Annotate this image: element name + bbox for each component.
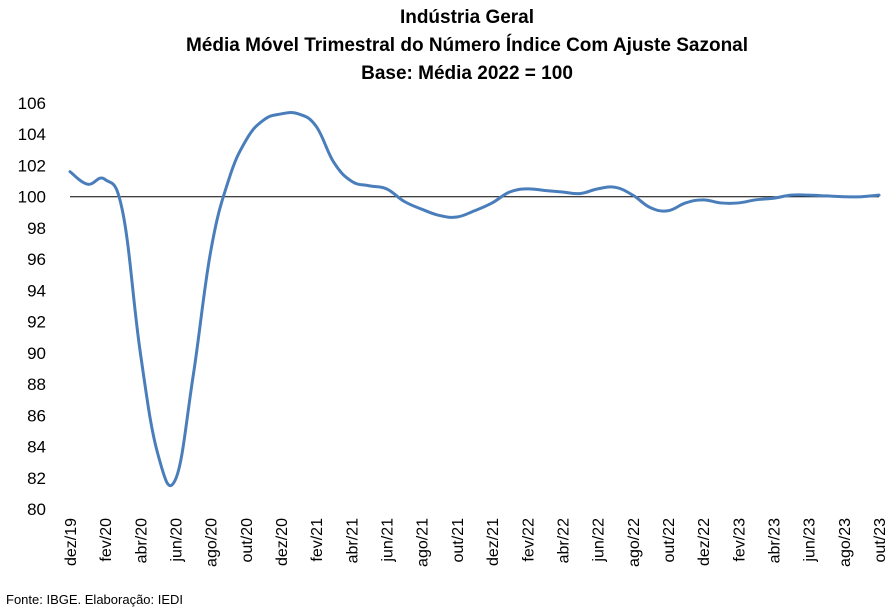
x-axis: dez/19 fev/20 abr/20 jun/20 ago/20 out/20 dez/…: [63, 518, 889, 567]
x-tick-label: out/20: [239, 518, 256, 563]
chart-title-line-3: Base: Média 2022 = 100: [361, 63, 573, 84]
y-tick-label: 98: [27, 219, 46, 238]
x-tick-label: dez/22: [696, 518, 713, 566]
x-tick-label: ago/23: [837, 518, 854, 567]
y-tick-label: 106: [18, 94, 46, 113]
chart-title: Indústria Geral Média Móvel Trimestral d…: [0, 4, 894, 88]
y-tick-label: 92: [27, 313, 46, 332]
x-tick-label: jun/23: [802, 518, 819, 563]
y-axis: 80 82 84 86 88 90 92 94 96 98 100 102 104 106: [18, 94, 46, 519]
x-tick-label: abr/23: [766, 518, 783, 563]
x-tick-label: jun/20: [169, 518, 186, 563]
y-tick-label: 82: [27, 469, 46, 488]
chart-title-line-1: Indústria Geral: [399, 7, 535, 28]
series-group: [68, 111, 881, 488]
y-tick-label: 104: [18, 125, 46, 144]
y-tick-label: 100: [18, 188, 46, 207]
x-tick-label: out/22: [661, 518, 678, 563]
x-tick-label: dez/21: [485, 518, 502, 566]
x-tick-label: abr/22: [555, 518, 572, 563]
chart-title-line-2: Média Móvel Trimestral do Número Índice …: [185, 35, 749, 56]
x-tick-label: dez/19: [63, 518, 80, 566]
x-tick-label: out/21: [450, 518, 467, 563]
y-tick-label: 102: [18, 156, 46, 175]
y-tick-label: 90: [27, 344, 46, 363]
y-tick-label: 84: [27, 438, 46, 457]
y-tick-label: 96: [27, 250, 46, 269]
x-tick-label: ago/20: [204, 518, 221, 567]
source-note: Fonte: IBGE. Elaboração: IEDI: [6, 592, 184, 607]
y-tick-label: 88: [27, 375, 46, 394]
x-tick-label: jun/21: [380, 518, 397, 563]
y-tick-label: 86: [27, 406, 46, 425]
x-tick-label: jun/22: [591, 518, 608, 563]
x-tick-label: abr/20: [133, 518, 150, 563]
x-tick-label: fev/20: [98, 518, 115, 562]
series-line: [68, 111, 881, 488]
x-tick-label: dez/20: [274, 518, 291, 566]
x-tick-label: fev/21: [309, 518, 326, 562]
x-tick-label: out/23: [872, 518, 889, 563]
x-tick-label: fev/23: [731, 518, 748, 562]
x-tick-label: abr/21: [344, 518, 361, 563]
x-tick-label: ago/22: [626, 518, 643, 567]
y-tick-label: 80: [27, 500, 46, 519]
x-tick-label: fev/22: [520, 518, 537, 562]
x-tick-label: ago/21: [415, 518, 432, 567]
y-tick-label: 94: [27, 281, 46, 300]
